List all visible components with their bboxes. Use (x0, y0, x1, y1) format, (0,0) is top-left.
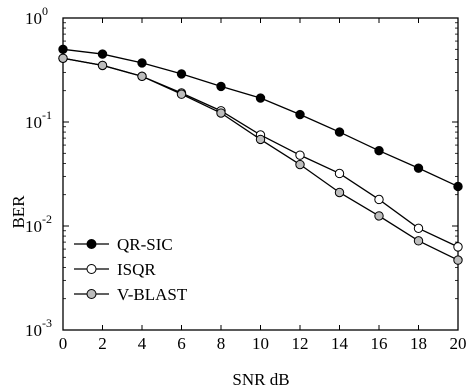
x-tick-label: 0 (59, 334, 68, 353)
series-line-qr-sic (62, 48, 459, 188)
series-line-isqr (62, 57, 459, 248)
data-point-v-blast (176, 89, 187, 99)
x-tick-label: 18 (410, 334, 427, 353)
data-point-v-blast (137, 71, 147, 82)
y-tick-label: 10-3 (25, 316, 52, 340)
data-point-v-blast (255, 134, 266, 145)
legend-marker-qr-sic (86, 239, 97, 249)
series-qr-sic (58, 44, 463, 192)
x-tick-label: 12 (292, 334, 309, 353)
series-isqr (58, 53, 463, 252)
data-point-isqr (374, 194, 384, 205)
data-point-v-blast (413, 236, 424, 246)
data-point-v-blast (216, 108, 226, 118)
legend-label-v-blast: V-BLAST (117, 285, 188, 304)
data-point-qr-sic (413, 163, 424, 173)
data-point-qr-sic (453, 181, 463, 192)
data-point-v-blast (374, 211, 384, 221)
x-tick-label: 14 (331, 334, 349, 353)
data-point-isqr (295, 150, 305, 160)
data-point-qr-sic (216, 81, 226, 92)
data-point-qr-sic (374, 145, 384, 156)
y-axis-label: BER (9, 195, 28, 229)
x-tick-label: 20 (450, 334, 467, 353)
x-tick-label: 2 (98, 334, 107, 353)
data-point-qr-sic (58, 44, 68, 55)
x-tick-label: 16 (371, 334, 388, 353)
legend-label-isqr: ISQR (117, 260, 156, 279)
x-tick-label: 6 (177, 334, 186, 353)
data-point-v-blast (295, 159, 305, 170)
x-axis-label: SNR dB (232, 370, 289, 387)
y-tick-label: 100 (25, 4, 48, 28)
data-point-qr-sic (176, 69, 187, 79)
data-point-isqr (413, 223, 424, 234)
data-point-isqr (334, 168, 345, 179)
data-point-qr-sic (295, 109, 305, 120)
data-point-v-blast (58, 53, 68, 63)
data-point-qr-sic (137, 58, 147, 68)
x-tick-label: 4 (138, 334, 147, 353)
data-point-v-blast (334, 187, 345, 198)
legend: QR-SIC ISQR V-BLAST (74, 235, 188, 304)
y-tick-label: 10-1 (25, 108, 52, 132)
y-tick-label: 10-2 (25, 212, 52, 236)
data-point-v-blast (453, 255, 463, 265)
legend-marker-v-blast (86, 289, 97, 299)
plot-frame (62, 17, 459, 331)
data-point-qr-sic (334, 127, 345, 137)
data-point-v-blast (97, 60, 108, 71)
axes (62, 17, 459, 331)
legend-label-qr-sic: QR-SIC (117, 235, 173, 254)
x-tick-label: 8 (217, 334, 226, 353)
series-v-blast (58, 53, 463, 265)
legend-marker-isqr (86, 264, 97, 274)
data-point-qr-sic (97, 49, 108, 59)
y-axis-ticks: 100 10-1 10-2 10-3 (25, 4, 458, 340)
x-tick-label: 10 (252, 334, 269, 353)
x-axis-ticks: 0 2 4 6 8 10 12 14 16 18 20 (59, 18, 467, 353)
data-point-isqr (453, 242, 463, 252)
series-group (58, 44, 463, 265)
data-point-qr-sic (255, 93, 266, 103)
